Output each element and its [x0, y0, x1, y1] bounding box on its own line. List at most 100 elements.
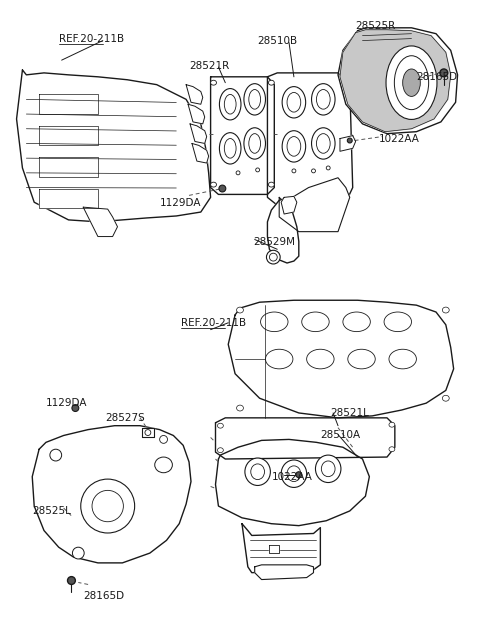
Ellipse shape — [92, 491, 123, 522]
Ellipse shape — [68, 577, 75, 584]
Ellipse shape — [217, 423, 223, 428]
Ellipse shape — [302, 312, 329, 332]
Ellipse shape — [219, 185, 226, 192]
Ellipse shape — [316, 134, 330, 153]
Ellipse shape — [256, 168, 260, 172]
Ellipse shape — [72, 404, 79, 411]
Ellipse shape — [244, 127, 265, 159]
Ellipse shape — [296, 472, 302, 478]
Text: 28510B: 28510B — [258, 36, 298, 46]
Polygon shape — [39, 126, 98, 146]
Ellipse shape — [292, 169, 296, 173]
Polygon shape — [338, 28, 457, 134]
Text: 28165D: 28165D — [416, 72, 457, 82]
Ellipse shape — [326, 166, 330, 170]
Ellipse shape — [268, 182, 274, 187]
Ellipse shape — [312, 84, 335, 115]
Polygon shape — [228, 300, 454, 418]
Text: REF.20-211B: REF.20-211B — [181, 318, 246, 328]
Ellipse shape — [224, 94, 236, 114]
Polygon shape — [242, 524, 320, 572]
Polygon shape — [39, 94, 98, 114]
Ellipse shape — [315, 455, 341, 482]
Ellipse shape — [261, 312, 288, 332]
Ellipse shape — [443, 307, 449, 313]
Text: 1129DA: 1129DA — [46, 398, 87, 408]
Polygon shape — [186, 84, 203, 104]
Ellipse shape — [145, 429, 151, 436]
Ellipse shape — [348, 349, 375, 369]
Ellipse shape — [249, 89, 261, 109]
Text: 28527S: 28527S — [106, 413, 145, 423]
Ellipse shape — [307, 349, 334, 369]
Ellipse shape — [211, 80, 216, 85]
Polygon shape — [32, 426, 191, 563]
Polygon shape — [211, 77, 274, 194]
Ellipse shape — [265, 349, 293, 369]
Ellipse shape — [160, 436, 168, 443]
Polygon shape — [267, 198, 299, 263]
Polygon shape — [192, 144, 209, 163]
Ellipse shape — [237, 307, 243, 313]
Ellipse shape — [72, 548, 84, 559]
Ellipse shape — [244, 84, 265, 115]
Ellipse shape — [389, 422, 395, 427]
Ellipse shape — [281, 460, 307, 488]
Ellipse shape — [287, 466, 301, 481]
Ellipse shape — [348, 138, 352, 143]
Ellipse shape — [50, 449, 61, 461]
Polygon shape — [216, 439, 370, 526]
Ellipse shape — [440, 69, 448, 77]
Ellipse shape — [245, 458, 270, 486]
Ellipse shape — [287, 92, 301, 112]
Ellipse shape — [268, 80, 274, 85]
Text: 28521L: 28521L — [330, 408, 369, 418]
Ellipse shape — [269, 253, 277, 261]
Polygon shape — [190, 124, 207, 144]
Ellipse shape — [316, 89, 330, 109]
Ellipse shape — [224, 139, 236, 158]
Ellipse shape — [389, 447, 395, 452]
Polygon shape — [267, 73, 353, 205]
Polygon shape — [279, 177, 350, 232]
Ellipse shape — [219, 132, 241, 164]
Ellipse shape — [443, 395, 449, 401]
Polygon shape — [83, 207, 118, 236]
Text: REF.20-211B: REF.20-211B — [59, 34, 124, 44]
Ellipse shape — [266, 250, 280, 264]
Ellipse shape — [81, 479, 135, 533]
Polygon shape — [39, 189, 98, 208]
Ellipse shape — [287, 137, 301, 156]
Polygon shape — [269, 545, 279, 553]
Text: 1129DA: 1129DA — [160, 198, 201, 208]
Ellipse shape — [236, 171, 240, 175]
Ellipse shape — [251, 464, 264, 479]
Ellipse shape — [343, 312, 371, 332]
Ellipse shape — [312, 127, 335, 159]
Polygon shape — [142, 428, 154, 438]
Ellipse shape — [217, 448, 223, 452]
Polygon shape — [281, 196, 297, 214]
Text: 1022AA: 1022AA — [379, 134, 420, 144]
Ellipse shape — [389, 349, 416, 369]
Polygon shape — [255, 565, 313, 579]
Polygon shape — [216, 418, 395, 459]
Ellipse shape — [384, 312, 411, 332]
Polygon shape — [340, 30, 451, 132]
Ellipse shape — [237, 405, 243, 411]
Text: 28525L: 28525L — [32, 506, 71, 516]
Text: 28525R: 28525R — [356, 21, 396, 31]
Ellipse shape — [321, 461, 335, 477]
Text: 28529M: 28529M — [254, 236, 296, 246]
Text: 28510A: 28510A — [320, 429, 360, 439]
Ellipse shape — [386, 46, 437, 119]
Ellipse shape — [155, 457, 172, 472]
Text: 28521R: 28521R — [189, 61, 229, 71]
Polygon shape — [340, 136, 356, 151]
Ellipse shape — [219, 89, 241, 120]
Ellipse shape — [211, 182, 216, 187]
Text: 28165D: 28165D — [83, 591, 124, 601]
Text: 1022AA: 1022AA — [271, 472, 312, 482]
Polygon shape — [39, 157, 98, 177]
Ellipse shape — [403, 69, 420, 96]
